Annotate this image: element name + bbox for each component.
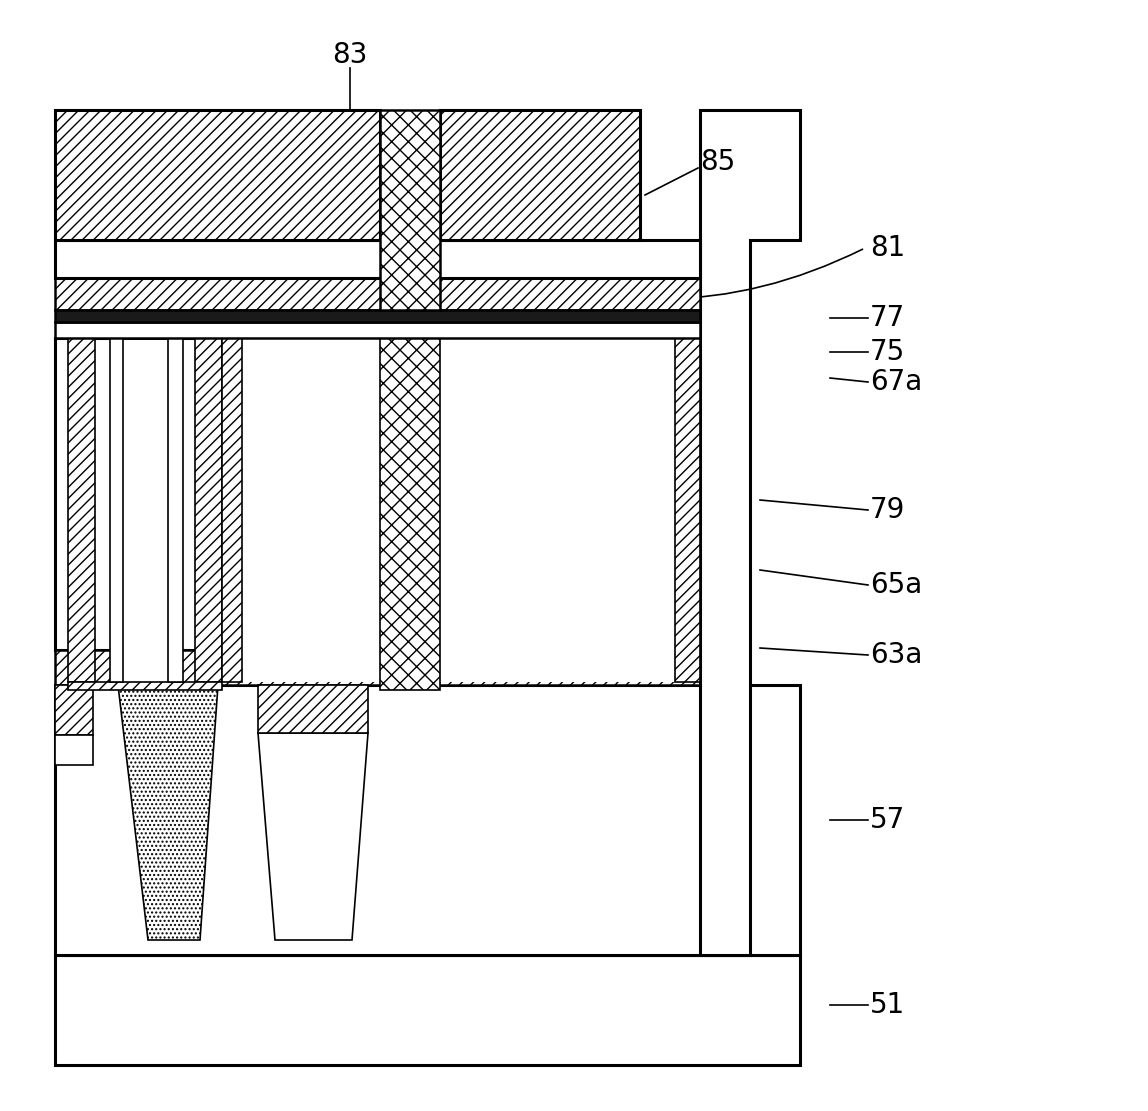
- Bar: [168, 338, 183, 682]
- Bar: [68, 682, 222, 690]
- Bar: [55, 310, 700, 322]
- Text: 83: 83: [332, 41, 367, 69]
- Text: 79: 79: [870, 496, 906, 524]
- Polygon shape: [118, 685, 218, 940]
- Bar: [55, 735, 93, 765]
- Text: 75: 75: [870, 338, 906, 366]
- Text: 85: 85: [700, 148, 735, 176]
- Bar: [380, 110, 440, 310]
- Bar: [55, 110, 380, 240]
- Text: 51: 51: [870, 991, 906, 1019]
- Bar: [222, 338, 242, 682]
- Text: 81: 81: [870, 234, 906, 262]
- Bar: [68, 338, 95, 682]
- Bar: [242, 338, 675, 682]
- Bar: [675, 338, 700, 682]
- Bar: [195, 338, 222, 682]
- Bar: [55, 338, 700, 650]
- Bar: [55, 650, 700, 685]
- Bar: [55, 322, 700, 338]
- Text: 67a: 67a: [870, 368, 922, 396]
- Bar: [123, 340, 168, 684]
- Polygon shape: [258, 733, 369, 940]
- Polygon shape: [700, 110, 800, 955]
- Bar: [55, 685, 800, 955]
- Bar: [258, 685, 369, 733]
- Bar: [55, 685, 93, 735]
- Bar: [380, 338, 440, 690]
- Bar: [110, 338, 123, 682]
- Bar: [55, 278, 700, 310]
- Text: 77: 77: [870, 304, 906, 332]
- Bar: [55, 955, 800, 1065]
- Bar: [55, 240, 700, 278]
- Text: 65a: 65a: [870, 571, 922, 599]
- Text: 63a: 63a: [870, 641, 922, 669]
- Bar: [440, 110, 639, 240]
- Text: 57: 57: [870, 805, 906, 834]
